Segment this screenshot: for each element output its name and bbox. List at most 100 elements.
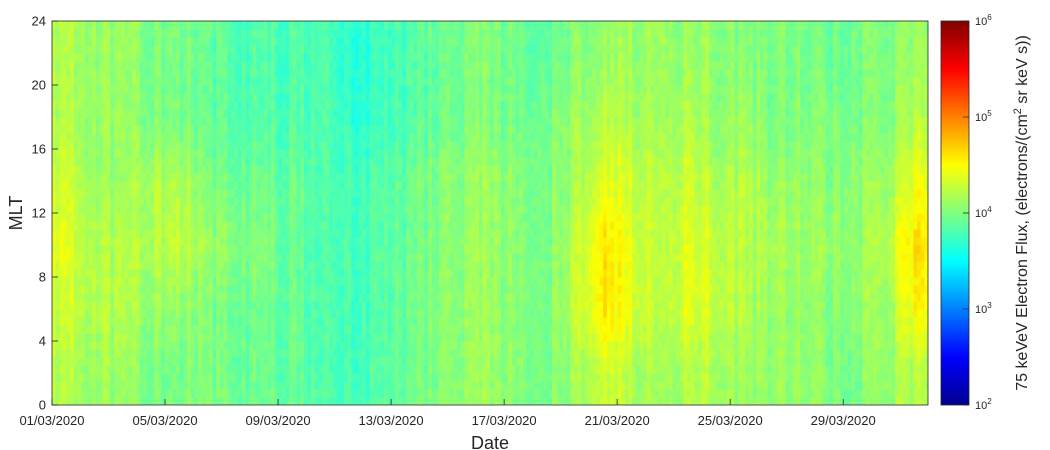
heatmap-cell — [376, 45, 382, 54]
heatmap-cell — [190, 77, 195, 86]
heatmap-cell — [387, 101, 393, 110]
heatmap-cell — [143, 277, 148, 286]
heatmap-cell — [216, 93, 221, 102]
heatmap-cell — [391, 213, 396, 222]
heatmap-cell — [66, 205, 71, 214]
heatmap-cell — [329, 341, 334, 350]
heatmap-cell — [289, 381, 294, 390]
heatmap-cell — [165, 29, 170, 38]
heatmap-cell — [59, 21, 64, 30]
heatmap-cell — [260, 37, 265, 46]
heatmap-cell — [300, 37, 305, 46]
heatmap-cell — [256, 341, 261, 350]
heatmap-cell — [125, 181, 130, 190]
heatmap-cell — [402, 165, 407, 174]
heatmap-cell — [384, 365, 389, 374]
heatmap-cell — [121, 365, 126, 374]
heatmap-cell — [336, 141, 341, 150]
heatmap-cell — [351, 133, 356, 142]
heatmap-cell — [92, 189, 97, 198]
heatmap-cell — [183, 309, 188, 318]
heatmap-cell — [88, 133, 93, 142]
heatmap-cell — [278, 61, 283, 70]
heatmap-cell — [212, 245, 217, 254]
heatmap-cell — [125, 381, 130, 390]
heatmap-cell — [362, 325, 367, 334]
heatmap-cell — [424, 93, 429, 102]
heatmap-cell — [417, 77, 422, 86]
heatmap-cell — [369, 173, 374, 182]
heatmap-cell — [409, 373, 414, 382]
heatmap-cell — [121, 261, 126, 270]
heatmap-cell — [208, 397, 214, 405]
heatmap-cell — [168, 245, 174, 254]
heatmap-cell — [216, 173, 221, 182]
heatmap-cell — [260, 149, 265, 158]
heatmap-cell — [168, 117, 174, 126]
heatmap-cell — [125, 213, 130, 222]
heatmap-cell — [62, 197, 68, 206]
heatmap-cell — [340, 173, 345, 182]
heatmap-cell — [187, 197, 192, 206]
heatmap-cell — [325, 53, 330, 62]
heatmap-cell — [249, 277, 254, 286]
heatmap-cell — [73, 341, 79, 350]
heatmap-cell — [55, 229, 60, 238]
heatmap-cell — [66, 165, 71, 174]
heatmap-cell — [106, 53, 111, 62]
heatmap-cell — [417, 397, 422, 405]
heatmap-cell — [81, 173, 86, 182]
heatmap-cell — [358, 317, 363, 326]
heatmap-cell — [132, 77, 137, 86]
heatmap-cell — [365, 349, 371, 358]
heatmap-cell — [70, 253, 75, 262]
heatmap-cell — [139, 373, 144, 382]
heatmap-cell — [117, 21, 122, 30]
heatmap-cell — [369, 325, 374, 334]
heatmap-cell — [59, 357, 64, 366]
heatmap-cell — [165, 365, 170, 374]
heatmap-cell — [70, 269, 75, 278]
heatmap-cell — [292, 237, 298, 246]
heatmap-cell — [143, 93, 148, 102]
heatmap-cell — [311, 93, 316, 102]
heatmap-cell — [406, 77, 411, 86]
heatmap-cell — [427, 261, 433, 270]
heatmap-cell — [427, 373, 433, 382]
heatmap-cell — [55, 357, 60, 366]
heatmap-cell — [303, 101, 309, 110]
heatmap-cell — [84, 45, 90, 54]
heatmap-cell — [161, 365, 166, 374]
heatmap-cell — [351, 381, 356, 390]
heatmap-cell — [62, 365, 68, 374]
heatmap-cell — [59, 165, 64, 174]
heatmap-cell — [128, 69, 133, 78]
heatmap-cell — [289, 213, 294, 222]
heatmap-cell — [52, 45, 57, 54]
heatmap-cell — [81, 269, 86, 278]
heatmap-cell — [223, 149, 228, 158]
heatmap-cell — [238, 357, 243, 366]
heatmap-cell — [59, 173, 64, 182]
heatmap-cell — [387, 197, 393, 206]
heatmap-cell — [125, 61, 130, 70]
heatmap-cell — [402, 245, 407, 254]
heatmap-cell — [263, 253, 268, 262]
heatmap-cell — [81, 365, 86, 374]
heatmap-cell — [391, 21, 396, 30]
heatmap-cell — [362, 373, 367, 382]
heatmap-cell — [198, 213, 203, 222]
heatmap-cell — [92, 133, 97, 142]
heatmap-cell — [409, 381, 414, 390]
heatmap-cell — [194, 245, 199, 254]
heatmap-cell — [212, 197, 217, 206]
heatmap-cell — [300, 141, 305, 150]
heatmap-cell — [132, 181, 137, 190]
heatmap-cell — [241, 341, 247, 350]
heatmap-cell — [135, 245, 141, 254]
heatmap-cell — [139, 37, 144, 46]
heatmap-cell — [150, 269, 155, 278]
heatmap-cell — [103, 205, 108, 214]
heatmap-cell — [143, 349, 148, 358]
heatmap-cell — [351, 269, 356, 278]
